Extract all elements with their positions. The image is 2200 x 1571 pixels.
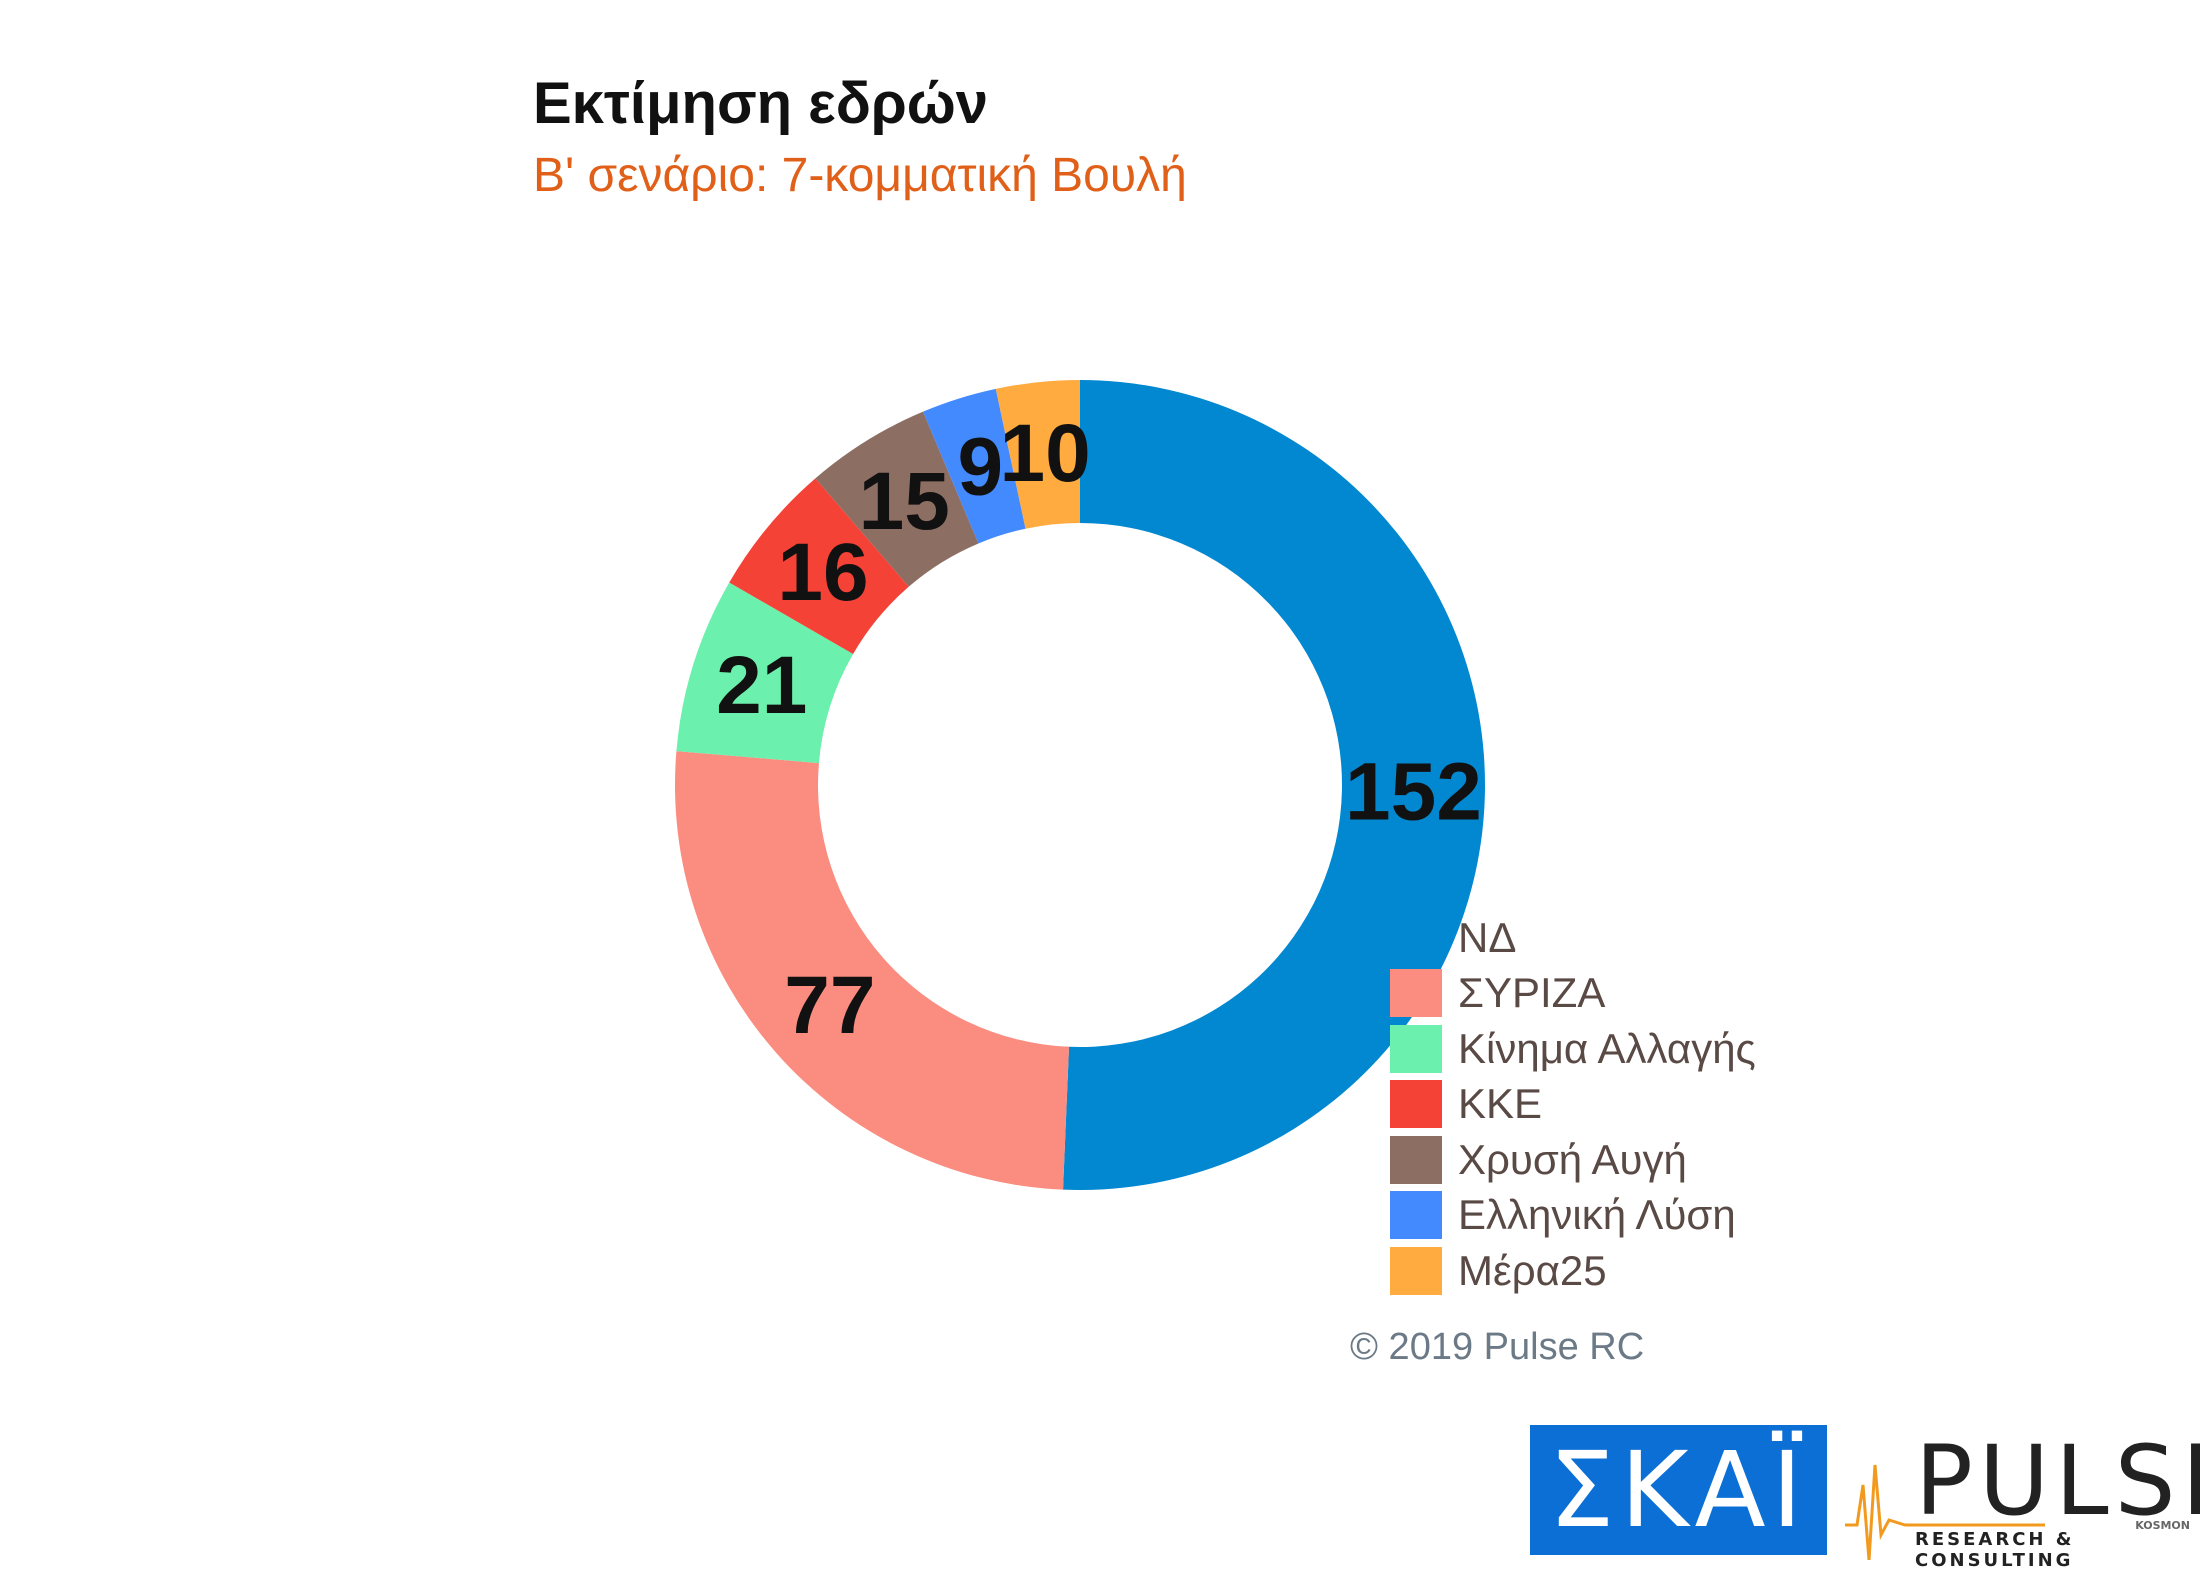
skai-logo: ΣΚΑΪ [1530, 1425, 1827, 1555]
legend-item: Μέρα25 [1390, 1243, 1756, 1299]
slice-4 [815, 411, 979, 587]
slice-2 [676, 582, 854, 764]
slice-label-2: 21 [716, 640, 807, 731]
pulse-kosmon-text: KOSMON [2135, 1519, 2190, 1532]
legend-label: Μέρα25 [1458, 1246, 1607, 1294]
legend-swatch [1390, 1246, 1442, 1295]
legend-item: ΝΔ [1390, 910, 1756, 966]
legend-swatch [1390, 1080, 1442, 1129]
legend-swatch [1390, 969, 1442, 1018]
slice-5 [923, 388, 1026, 544]
pulse-subtitle-text: RESEARCH & CONSULTING [1915, 1529, 2075, 1571]
legend-label: Ελληνική Λύση [1458, 1191, 1736, 1239]
copyright-text: © 2019 Pulse RC [1350, 1326, 1645, 1368]
slice-label-0: 152 [1345, 746, 1482, 837]
legend-item: Κίνημα Αλλαγής [1390, 1021, 1756, 1077]
slice-1 [675, 751, 1070, 1190]
pulse-logo-text: PULSE [1915, 1425, 2200, 1537]
legend-label: ΝΔ [1458, 913, 1517, 961]
chart-subtitle: Β' σενάριο: 7-κομματική Βουλή [533, 149, 1187, 202]
skai-logo-text: ΣΚΑΪ [1548, 1429, 1809, 1551]
legend-swatch [1390, 1024, 1442, 1073]
pulse-logo: PULSE KOSMON RESEARCH & CONSULTING [1845, 1425, 2200, 1571]
slice-label-3: 16 [777, 527, 868, 618]
legend-item: ΚΚΕ [1390, 1077, 1756, 1133]
slice-label-6: 10 [1000, 408, 1091, 499]
slice-0 [1063, 380, 1485, 1191]
legend-swatch [1390, 1135, 1442, 1184]
legend-label: ΣΥΡΙΖΑ [1458, 969, 1606, 1017]
legend-label: Κίνημα Αλλαγής [1458, 1024, 1756, 1072]
legend-label: ΚΚΕ [1458, 1080, 1543, 1128]
slice-3 [729, 478, 909, 654]
slice-label-1: 77 [784, 960, 875, 1051]
legend-item: Χρυσή Αυγή [1390, 1132, 1756, 1188]
legend: ΝΔ ΣΥΡΙΖΑ Κίνημα Αλλαγής ΚΚΕ Χρυσή Αυγή Ελλην… [1390, 910, 1756, 1299]
pulse-wave-icon [1845, 1464, 2045, 1560]
legend-swatch [1390, 913, 1442, 962]
slice-label-5: 9 [957, 421, 1003, 512]
chart-title: Εκτίμηση εδρών [533, 71, 988, 136]
legend-item: ΣΥΡΙΖΑ [1390, 966, 1756, 1022]
legend-swatch [1390, 1191, 1442, 1240]
slice-6 [995, 380, 1080, 529]
slice-label-4: 15 [859, 456, 950, 547]
legend-label: Χρυσή Αυγή [1458, 1135, 1687, 1183]
legend-item: Ελληνική Λύση [1390, 1188, 1756, 1244]
